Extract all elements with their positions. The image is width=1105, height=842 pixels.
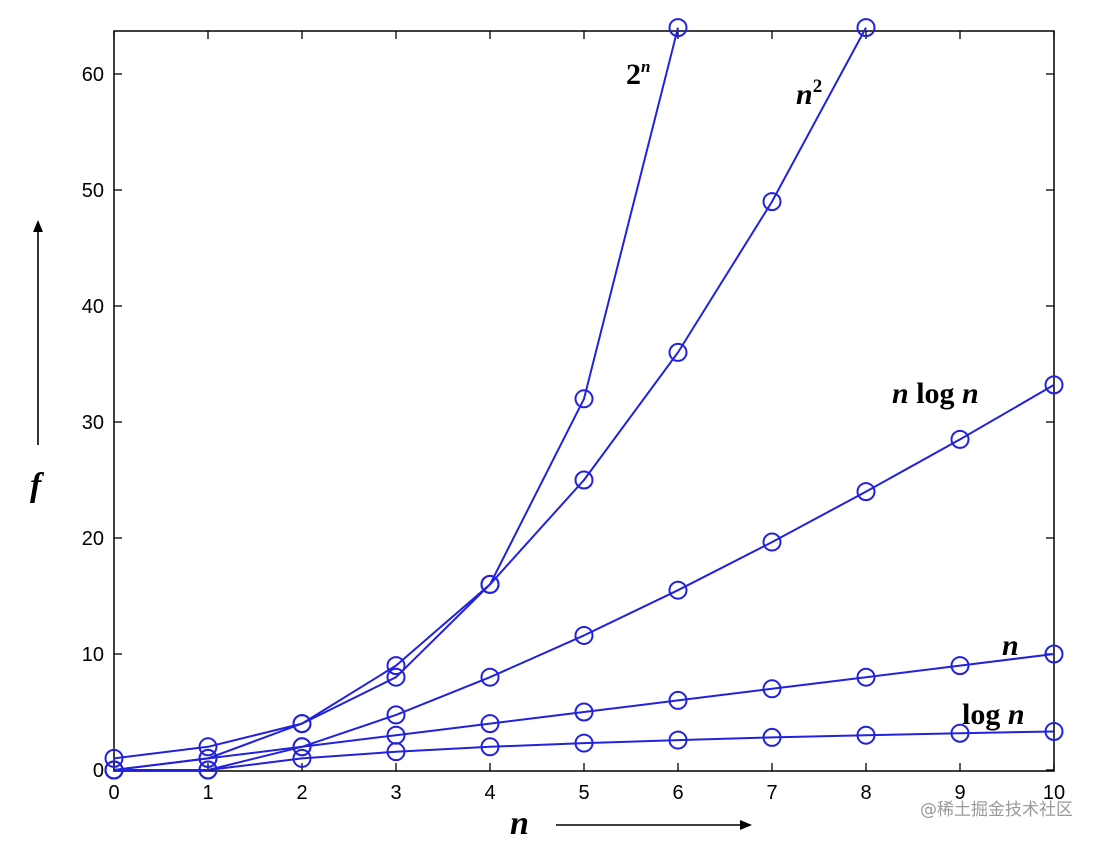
- series-2n: [104, 18, 688, 768]
- series-n-log-n: [104, 375, 1064, 780]
- y-tick-labels: 0 10 20 30 40 50 60: [82, 64, 104, 782]
- series-log-n: [198, 721, 1064, 780]
- data-point-n: [480, 714, 500, 734]
- series-line-2n: [113, 27, 679, 760]
- data-point-log-n: [856, 725, 876, 745]
- data-point-2n: [198, 737, 218, 757]
- y-tick-label: 10: [82, 644, 104, 666]
- data-point-n: [292, 737, 312, 757]
- data-point-2n: [574, 389, 594, 409]
- series-n2: [104, 18, 876, 780]
- data-point-n-log-n: [1044, 375, 1064, 395]
- x-tick-label: 0: [108, 782, 119, 804]
- y-tick-label: 50: [82, 180, 104, 202]
- data-point-n: [668, 690, 688, 710]
- data-point-n-log-n: [668, 580, 688, 600]
- data-point-n: [762, 679, 782, 699]
- data-point-n: [856, 667, 876, 687]
- x-tick-label: 4: [484, 782, 495, 804]
- x-tick-label: 9: [954, 782, 965, 804]
- data-point-n-log-n: [856, 482, 876, 502]
- x-tick-label: 8: [860, 782, 871, 804]
- data-point-log-n: [480, 737, 500, 757]
- y-tick-label: 40: [82, 296, 104, 318]
- y-tick-label: 30: [82, 412, 104, 434]
- data-point-n2: [668, 342, 688, 362]
- data-point-n-log-n: [574, 625, 594, 645]
- series-label-nlogn: n log n: [892, 377, 979, 410]
- data-point-n: [104, 760, 124, 780]
- data-point-n2: [856, 18, 876, 38]
- x-tick-label: 6: [672, 782, 683, 804]
- data-point-log-n: [292, 748, 312, 768]
- data-point-log-n: [574, 733, 594, 753]
- data-point-n2: [292, 714, 312, 734]
- x-tick-label: 3: [390, 782, 401, 804]
- data-point-log-n: [1044, 721, 1064, 741]
- data-point-log-n: [950, 723, 970, 743]
- series-line-n2: [113, 27, 867, 771]
- data-point-n2: [762, 192, 782, 212]
- data-point-2n: [386, 667, 406, 687]
- data-point-log-n: [198, 760, 218, 780]
- series-label-n2: n2: [796, 76, 822, 111]
- series-label-logn: log n: [962, 698, 1025, 731]
- data-point-log-n: [762, 727, 782, 747]
- data-point-n: [950, 656, 970, 676]
- data-point-n2: [386, 656, 406, 676]
- data-point-n2: [574, 470, 594, 490]
- series-label-2n: 2n: [626, 57, 650, 91]
- axis-ticks: [113, 31, 1055, 771]
- y-tick-label: 0: [93, 760, 104, 782]
- data-point-n-log-n: [386, 705, 406, 725]
- y-tick-label: 60: [82, 64, 104, 86]
- data-point-n: [1044, 644, 1064, 664]
- data-point-2n: [668, 18, 688, 38]
- x-axis-label: n: [510, 805, 529, 842]
- series-line-n: [113, 653, 1055, 771]
- series-line-log-n: [207, 730, 1055, 771]
- series-label-n: n: [1002, 629, 1019, 662]
- data-point-n-log-n: [762, 532, 782, 552]
- data-point-n2: [480, 574, 500, 594]
- data-point-n: [574, 702, 594, 722]
- y-axis-label: f: [30, 467, 45, 504]
- x-tick-label: 1: [202, 782, 213, 804]
- x-tick-labels: 0 1 2 3 4 5 6 7 8 9 10: [108, 782, 1065, 804]
- data-point-log-n: [386, 742, 406, 762]
- x-tick-label: 2: [296, 782, 307, 804]
- watermark-text: @稀土掘金技术社区: [920, 800, 1073, 820]
- data-point-2n: [104, 748, 124, 768]
- plot-area: [104, 18, 1064, 780]
- data-point-n-log-n: [480, 667, 500, 687]
- x-tick-label: 10: [1043, 782, 1065, 804]
- series-line-n-log-n: [114, 384, 1055, 771]
- data-point-n-log-n: [950, 429, 970, 449]
- data-point-n: [198, 748, 218, 768]
- series-n: [104, 644, 1064, 780]
- y-tick-label: 20: [82, 528, 104, 550]
- x-tick-label: 7: [766, 782, 777, 804]
- data-point-log-n: [668, 730, 688, 750]
- x-tick-label: 5: [578, 782, 589, 804]
